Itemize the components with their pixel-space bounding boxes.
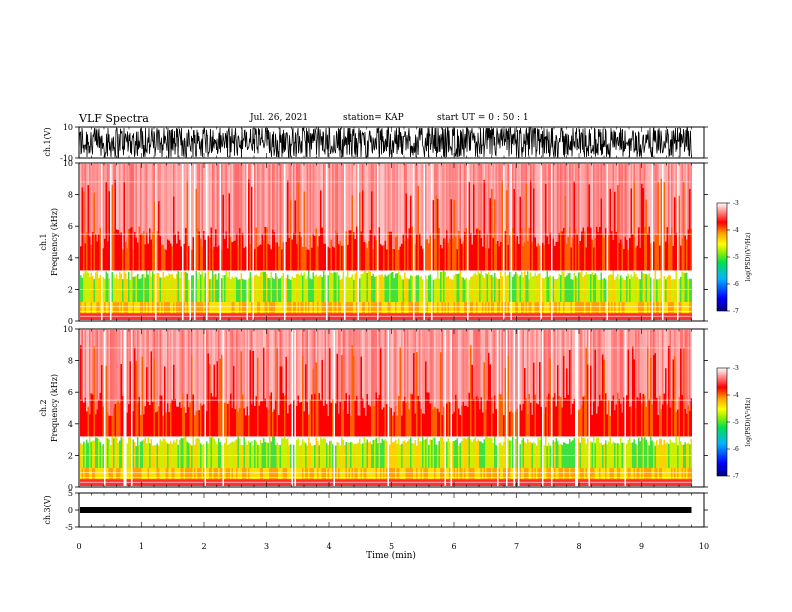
ch1-ylabel: ch.1(V) <box>43 127 52 156</box>
date-label: Jul. 26, 2021 <box>250 113 309 123</box>
x-tick-label: 10 <box>699 542 709 551</box>
x-tick-label: 4 <box>326 542 331 551</box>
colorbar-tick-label: -6 <box>733 281 739 288</box>
colorbar-tick-label: -7 <box>733 473 739 480</box>
station-label: station= KAP <box>343 113 404 123</box>
ch2-colorbar-label: log(PSD)(V²/Hz) <box>745 398 752 447</box>
colorbar-tick-label: -4 <box>733 227 739 234</box>
y-tick-label: 10 <box>63 123 73 132</box>
ch3-ylabel: ch.3(V) <box>43 495 52 524</box>
y-tick-label: -5 <box>65 523 73 532</box>
x-tick-label: 6 <box>451 542 456 551</box>
colorbar-tick-label: -5 <box>733 419 739 426</box>
y-tick-label: 10 <box>63 325 73 334</box>
ch1-spectrogram-ylabel: Frequency (kHz) <box>50 208 59 276</box>
y-tick-label: 8 <box>68 191 73 200</box>
x-tick-label: 2 <box>201 542 206 551</box>
y-tick-label: 2 <box>68 285 73 294</box>
colorbar-tick-label: -5 <box>733 254 739 261</box>
x-tick-label: 1 <box>139 542 144 551</box>
colorbar-tick-label: -3 <box>733 200 739 207</box>
ch2-colorbar <box>716 367 728 477</box>
ch1-spectrogram-image <box>79 164 692 320</box>
colorbar-tick-label: -3 <box>733 365 739 372</box>
y-tick-label: 0 <box>68 317 73 326</box>
y-tick-label: 10 <box>63 159 73 168</box>
ch1-colorbar <box>716 202 728 312</box>
ch1-waveform-line <box>78 126 692 159</box>
x-tick-label: 7 <box>514 542 519 551</box>
y-tick-label: 6 <box>68 388 73 397</box>
ch2-spectrogram-channel-label: ch.2 <box>39 399 48 416</box>
x-tick-label: 0 <box>76 542 81 551</box>
y-tick-label: 4 <box>68 420 73 429</box>
y-tick-label: 5 <box>68 489 73 498</box>
ch3-waveform-line <box>80 507 692 513</box>
x-tick-label: 5 <box>389 542 394 551</box>
y-tick-label: 2 <box>68 451 73 460</box>
x-tick-label: 8 <box>576 542 581 551</box>
ch2-spectrogram-image <box>79 330 692 486</box>
y-tick-label: 6 <box>68 222 73 231</box>
y-tick-label: 8 <box>68 357 73 366</box>
colorbar-tick-label: -6 <box>733 446 739 453</box>
colorbar-tick-label: -7 <box>733 308 739 315</box>
x-axis-label: Time (min) <box>366 550 416 561</box>
ch2-spectrogram-ylabel: Frequency (kHz) <box>50 374 59 442</box>
y-tick-label: 0 <box>68 506 73 515</box>
ch1-colorbar-label: log(PSD)(V²/Hz) <box>745 233 752 282</box>
x-tick-label: 9 <box>639 542 644 551</box>
start-time-label: start UT = 0 : 50 : 1 <box>437 113 529 123</box>
y-tick-label: 0 <box>68 483 73 492</box>
y-tick-label: -10 <box>60 154 73 163</box>
ch1-spectrogram-channel-label: ch.1 <box>39 233 48 250</box>
x-tick-label: 3 <box>264 542 269 551</box>
y-tick-label: 4 <box>68 254 73 263</box>
chart-title: VLF Spectra <box>79 112 149 125</box>
colorbar-tick-label: -4 <box>733 392 739 399</box>
